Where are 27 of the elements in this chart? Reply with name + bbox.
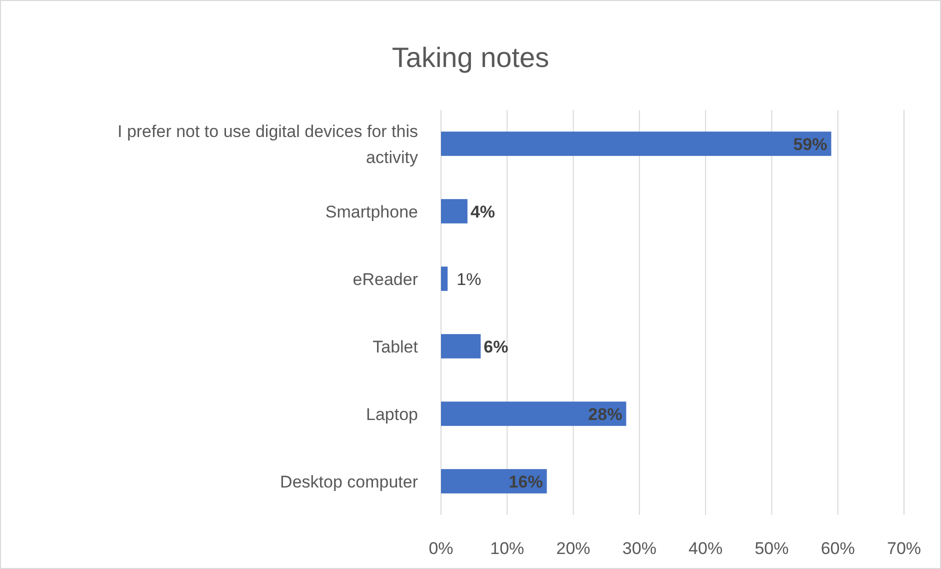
x-tick-label: 50%	[754, 539, 789, 558]
bar	[441, 402, 626, 426]
bar	[441, 334, 481, 358]
data-label: 1%	[456, 270, 482, 289]
data-label: 28%	[588, 404, 622, 424]
y-tick-label: Smartphone	[325, 202, 418, 222]
y-tick-label: I prefer not to use digital devices for this activity	[118, 122, 418, 167]
y-tick-label: Tablet	[372, 337, 418, 356]
data-label: 59%	[793, 134, 828, 154]
bar	[441, 199, 468, 224]
data-label: 4%	[470, 202, 496, 222]
x-tick-label: 30%	[622, 539, 656, 558]
x-tick-label: 10%	[490, 539, 524, 558]
data-label: 6%	[484, 337, 508, 356]
y-tick-label: eReader	[352, 270, 418, 289]
x-tick-label: 70%	[886, 539, 922, 558]
x-tick-label: 40%	[688, 539, 723, 558]
x-tick-label: 0%	[428, 539, 454, 558]
y-tick-label: Laptop	[366, 404, 418, 424]
x-tick-label: 20%	[556, 539, 590, 558]
bar	[441, 132, 832, 156]
data-label: 16%	[508, 472, 543, 492]
bar	[441, 266, 448, 291]
x-tick-label: 60%	[820, 539, 855, 558]
chart-title: Taking notes	[392, 42, 550, 73]
y-tick-label: Desktop computer	[280, 472, 418, 492]
bar	[441, 469, 547, 494]
